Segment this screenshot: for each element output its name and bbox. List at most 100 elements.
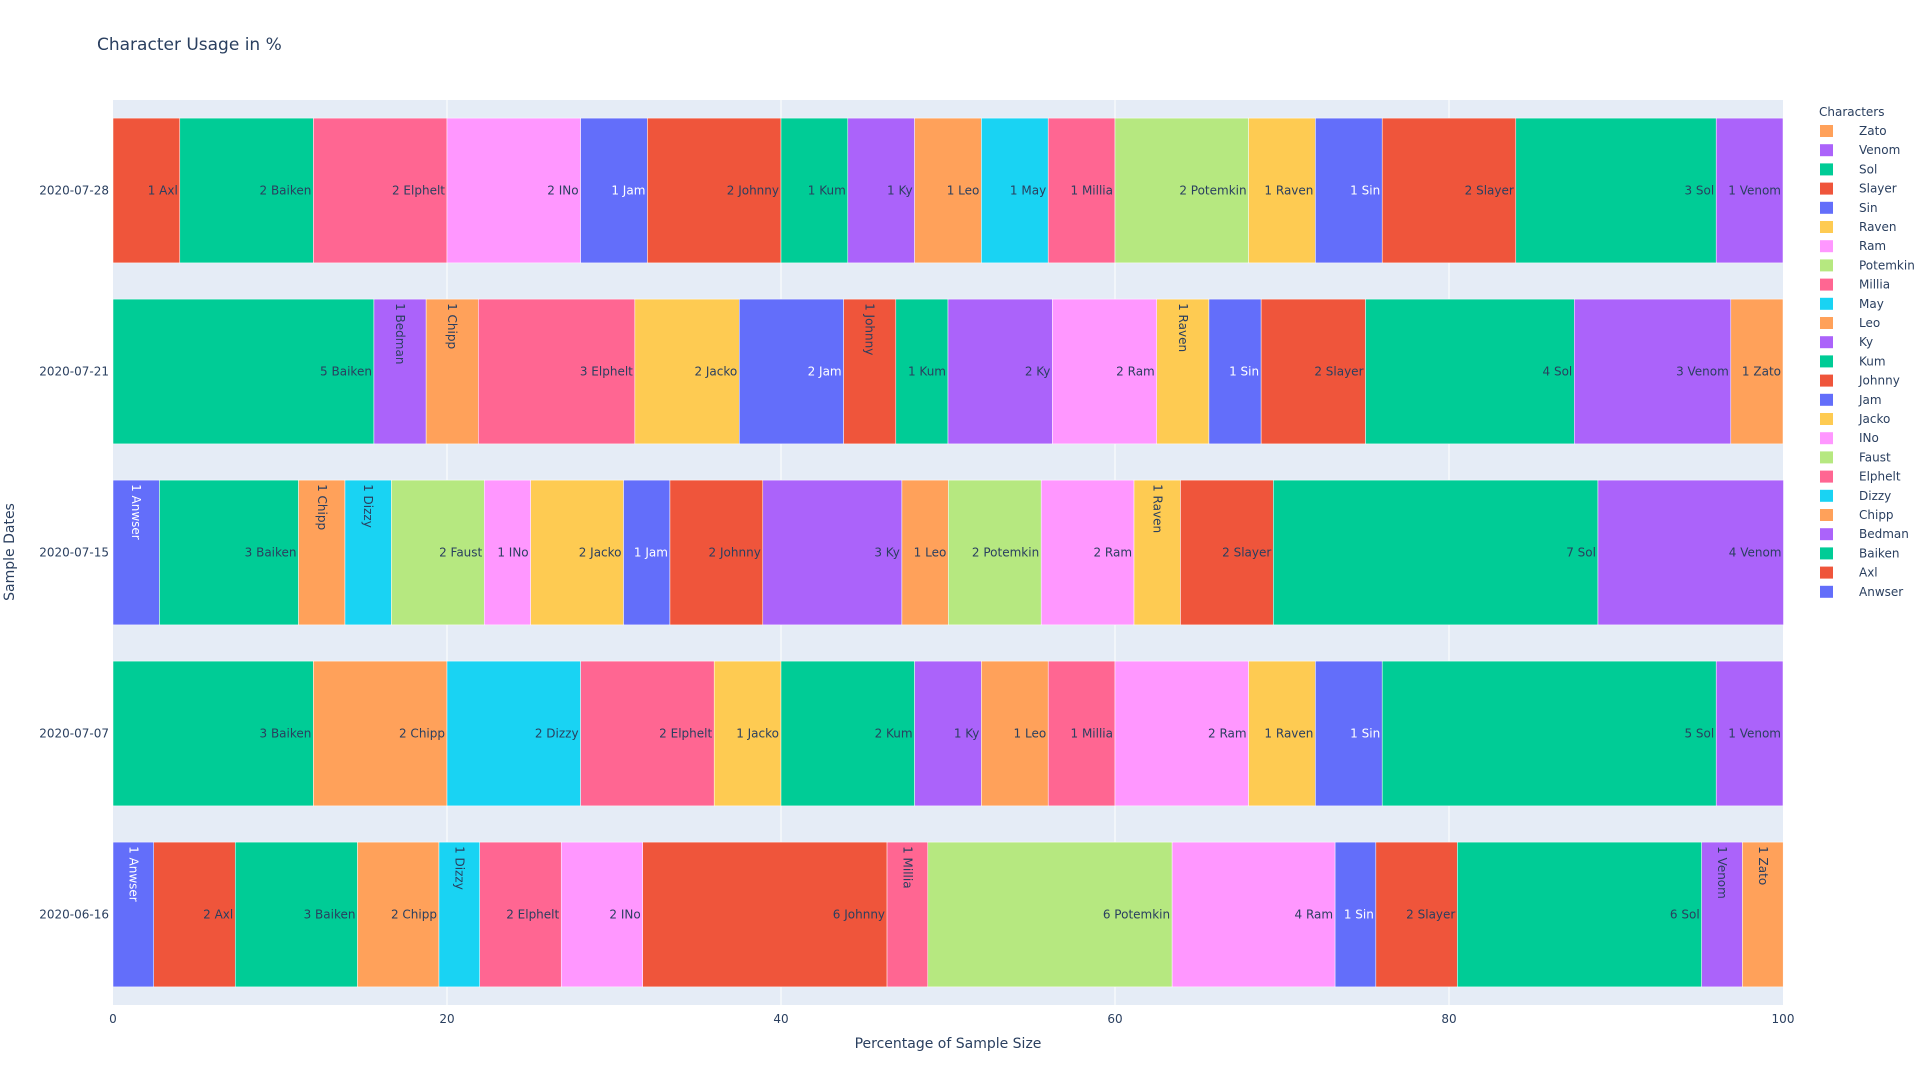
bar-segment-ky[interactable] [914,660,982,807]
legend-item-kum[interactable]: Kum [1820,354,1886,368]
bar-segment-sol[interactable] [1273,479,1599,626]
bar-segment-leo[interactable] [901,479,949,626]
legend[interactable]: Characters Zato Venom Sol Slayer Sin Raven Ram… [1819,105,1915,599]
bar-segment-sol[interactable] [1515,117,1717,264]
bar-segment-baiken[interactable] [112,660,314,807]
bar-segment-baiken[interactable] [112,298,375,445]
bar-segment-sin[interactable] [1208,298,1262,445]
bar-segment-dizzy[interactable] [438,841,480,988]
bar-segment-leo[interactable] [914,117,982,264]
bar-segment-jam[interactable] [623,479,671,626]
bar-segment-kum[interactable] [895,298,949,445]
bar-segment-ram[interactable] [1040,479,1135,626]
bar-segment-axl[interactable] [153,841,236,988]
bar-segment-millia[interactable] [886,841,929,988]
bar-segment-dizzy[interactable] [446,660,581,807]
legend-item-jam[interactable]: Jam [1820,393,1882,407]
bar-segment-venom[interactable] [1715,117,1784,264]
bar-segment-raven[interactable] [1248,660,1316,807]
bar-segment-jam[interactable] [739,298,844,445]
bar-segment-raven[interactable] [1156,298,1210,445]
legend-item-chipp[interactable]: Chipp [1820,508,1894,522]
bar-segment-ky[interactable] [947,298,1053,445]
bar-segment-sin[interactable] [1315,117,1383,264]
bar-segment-baiken[interactable] [159,479,299,626]
legend-item-zato[interactable]: Zato [1820,124,1887,138]
bar-segment-dizzy[interactable] [344,479,392,626]
legend-item-sol[interactable]: Sol [1820,162,1877,176]
legend-item-ky[interactable]: Ky [1820,335,1873,349]
bar-segment-sin[interactable] [1315,660,1383,807]
bar-segment-ino[interactable] [446,117,581,264]
bar-segment-johnny[interactable] [843,298,897,445]
bar-segment-elphelt[interactable] [313,117,448,264]
legend-item-johnny[interactable]: Johnny [1820,374,1900,388]
bar-segment-sol[interactable] [1365,298,1575,445]
bar-segment-baiken[interactable] [179,117,314,264]
bar-segment-venom[interactable] [1597,479,1784,626]
legend-item-anwser[interactable]: Anwser [1820,585,1903,599]
bar-segment-jacko[interactable] [530,479,624,626]
bar-segment-jacko[interactable] [634,298,740,445]
bar-segment-sol[interactable] [1457,841,1702,988]
bar-segment-chipp[interactable] [298,479,346,626]
legend-item-ram[interactable]: Ram [1820,239,1886,253]
bar-segment-millia[interactable] [1047,660,1116,807]
bar-segment-slayer[interactable] [1180,479,1274,626]
bar-segment-chipp[interactable] [313,660,448,807]
bar-segment-kum[interactable] [780,660,915,807]
legend-item-faust[interactable]: Faust [1820,450,1891,464]
bar-segment-sol[interactable] [1381,660,1717,807]
bar-segment-ky[interactable] [847,117,915,264]
bar-segment-ky[interactable] [762,479,903,626]
bar-segment-potemkin[interactable] [948,479,1042,626]
bar-segment-raven[interactable] [1248,117,1316,264]
bar-segment-may[interactable] [981,117,1049,264]
legend-item-raven[interactable]: Raven [1820,220,1897,234]
legend-item-potemkin[interactable]: Potemkin [1820,258,1915,272]
bar-segment-elphelt[interactable] [479,841,562,988]
legend-item-slayer[interactable]: Slayer [1820,182,1897,196]
legend-item-axl[interactable]: Axl [1820,566,1878,580]
bar-segment-raven[interactable] [1133,479,1181,626]
legend-item-jacko[interactable]: Jacko [1820,412,1890,426]
bar-segment-zato[interactable] [1730,298,1784,445]
bar-segment-millia[interactable] [1047,117,1116,264]
legend-item-ino[interactable]: INo [1820,431,1879,445]
legend-item-elphelt[interactable]: Elphelt [1820,470,1901,484]
legend-item-leo[interactable]: Leo [1820,316,1880,330]
bar-segment-bedman[interactable] [373,298,427,445]
legend-item-baiken[interactable]: Baiken [1820,546,1899,560]
bar-segment-ino[interactable] [483,479,531,626]
bar-segment-jacko[interactable] [713,660,782,807]
bar-segment-kum[interactable] [780,117,849,264]
bar-segment-chipp[interactable] [425,298,479,445]
bar-segment-venom[interactable] [1574,298,1732,445]
legend-item-may[interactable]: May [1820,297,1884,311]
bar-segment-slayer[interactable] [1375,841,1458,988]
bar-segment-axl[interactable] [112,117,181,264]
legend-item-millia[interactable]: Millia [1820,278,1890,292]
bar-segment-ram[interactable] [1114,660,1249,807]
bar-segment-johnny[interactable] [642,841,888,988]
bar-segment-potemkin[interactable] [1114,117,1249,264]
bar-segment-ram[interactable] [1171,841,1336,988]
bar-segment-jam[interactable] [580,117,648,264]
bar-segment-slayer[interactable] [1381,117,1517,264]
bar-segment-johnny[interactable] [647,117,782,264]
bar-segment-sin[interactable] [1334,841,1377,988]
legend-item-venom[interactable]: Venom [1820,143,1900,157]
legend-item-sin[interactable]: Sin [1820,201,1878,215]
bar-segment-anwser[interactable] [112,479,160,626]
bar-segment-elphelt[interactable] [580,660,715,807]
bar-segment-ino[interactable] [560,841,643,988]
bar-segment-chipp[interactable] [357,841,440,988]
bar-segment-anwser[interactable] [112,841,154,988]
bar-segment-elphelt[interactable] [478,298,636,445]
bar-segment-baiken[interactable] [234,841,358,988]
legend-item-dizzy[interactable]: Dizzy [1820,489,1891,503]
legend-item-bedman[interactable]: Bedman [1820,527,1909,541]
bar-segment-venom[interactable] [1715,660,1784,807]
bar-segment-johnny[interactable] [669,479,764,626]
bar-segment-zato[interactable] [1742,841,1784,988]
